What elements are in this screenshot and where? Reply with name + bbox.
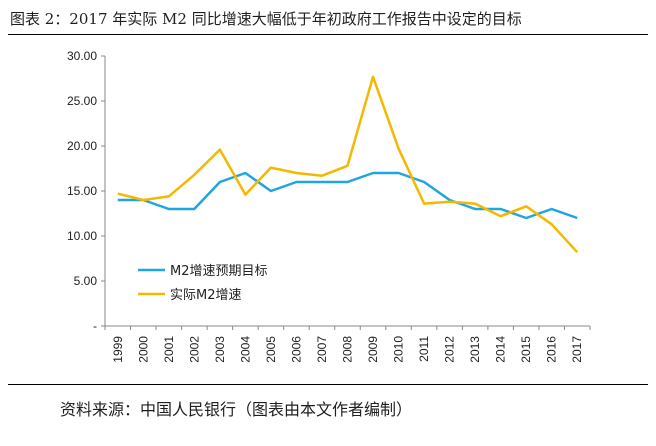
- x-tick-label: 2004: [238, 336, 252, 363]
- x-tick-label: 2010: [392, 336, 406, 363]
- legend-label-2: 实际M2增速: [170, 288, 242, 303]
- series-line-2: [117, 75, 579, 254]
- x-tick-label: 2002: [187, 336, 201, 363]
- x-tick-label: 2001: [162, 336, 176, 363]
- x-tick-label: 2000: [136, 336, 150, 363]
- x-tick-label: 2008: [341, 336, 355, 363]
- y-tick-label: -: [93, 319, 97, 333]
- y-tick-label: 30.00: [67, 49, 97, 63]
- x-tick-label: 2015: [519, 336, 533, 363]
- y-tick-label: 15.00: [67, 184, 97, 198]
- x-tick-label: 2011: [417, 336, 431, 362]
- title-divider: [8, 34, 648, 35]
- x-tick-label: 2006: [289, 336, 303, 363]
- x-tick-label: 2007: [315, 336, 329, 363]
- y-tick-label: 5.00: [74, 274, 98, 288]
- y-tick-label: 20.00: [67, 139, 97, 153]
- x-tick-label: 2009: [366, 336, 380, 363]
- x-tick-label: 1999: [111, 336, 125, 363]
- x-tick-label: 2013: [468, 336, 482, 363]
- series-line-1: [117, 171, 578, 220]
- x-tick-label: 2012: [443, 336, 457, 363]
- y-tick-label: 10.00: [67, 229, 97, 243]
- x-tick-label: 2005: [264, 336, 278, 363]
- legend-label-1: M2增速预期目标: [170, 264, 268, 279]
- y-tick-label: 25.00: [67, 94, 97, 108]
- x-tick-label: 2017: [570, 336, 584, 363]
- x-tick-label: 2016: [545, 336, 559, 363]
- x-tick-label: 2014: [494, 336, 508, 363]
- x-tick-label: 2003: [213, 336, 227, 363]
- chart-title: 图表 2：2017 年实际 M2 同比增速大幅低于年初政府工作报告中设定的目标: [10, 10, 522, 28]
- source-note: 资料来源：中国人民银行（图表由本文作者编制）: [60, 400, 413, 419]
- footer-divider: [8, 384, 648, 385]
